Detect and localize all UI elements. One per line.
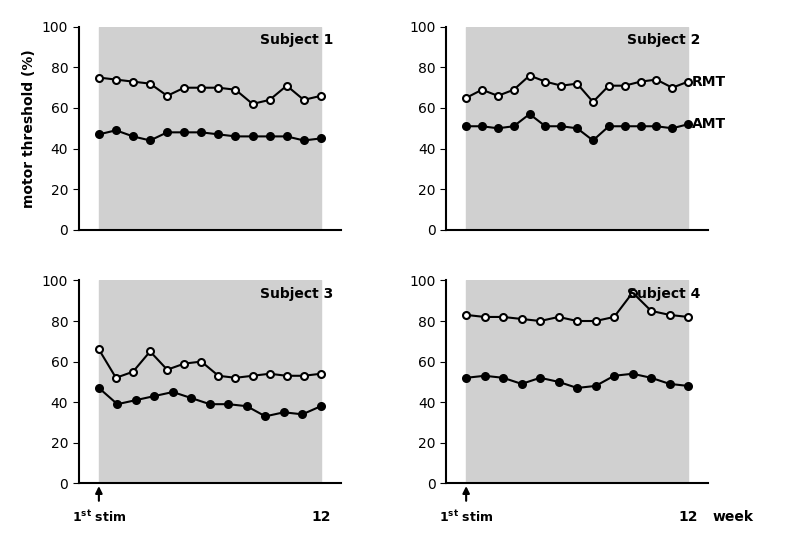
Text: 1$^{\mathbf{st}}$ stim: 1$^{\mathbf{st}}$ stim [439, 510, 493, 525]
Bar [466, 280, 688, 483]
Text: Subject 1: Subject 1 [260, 33, 333, 47]
Text: Subject 3: Subject 3 [260, 287, 333, 301]
Y-axis label: motor threshold (%): motor threshold (%) [22, 49, 36, 208]
Text: 12: 12 [678, 510, 698, 524]
Text: 1$^{\mathbf{st}}$ stim: 1$^{\mathbf{st}}$ stim [72, 510, 126, 525]
Text: RMT: RMT [692, 75, 726, 89]
Bar [99, 27, 321, 230]
Bar [466, 27, 688, 230]
Bar [99, 280, 321, 483]
Text: Subject 4: Subject 4 [627, 287, 700, 301]
Text: week: week [712, 510, 753, 524]
Text: Subject 2: Subject 2 [627, 33, 700, 47]
Text: AMT: AMT [692, 117, 726, 131]
Text: 12: 12 [311, 510, 331, 524]
